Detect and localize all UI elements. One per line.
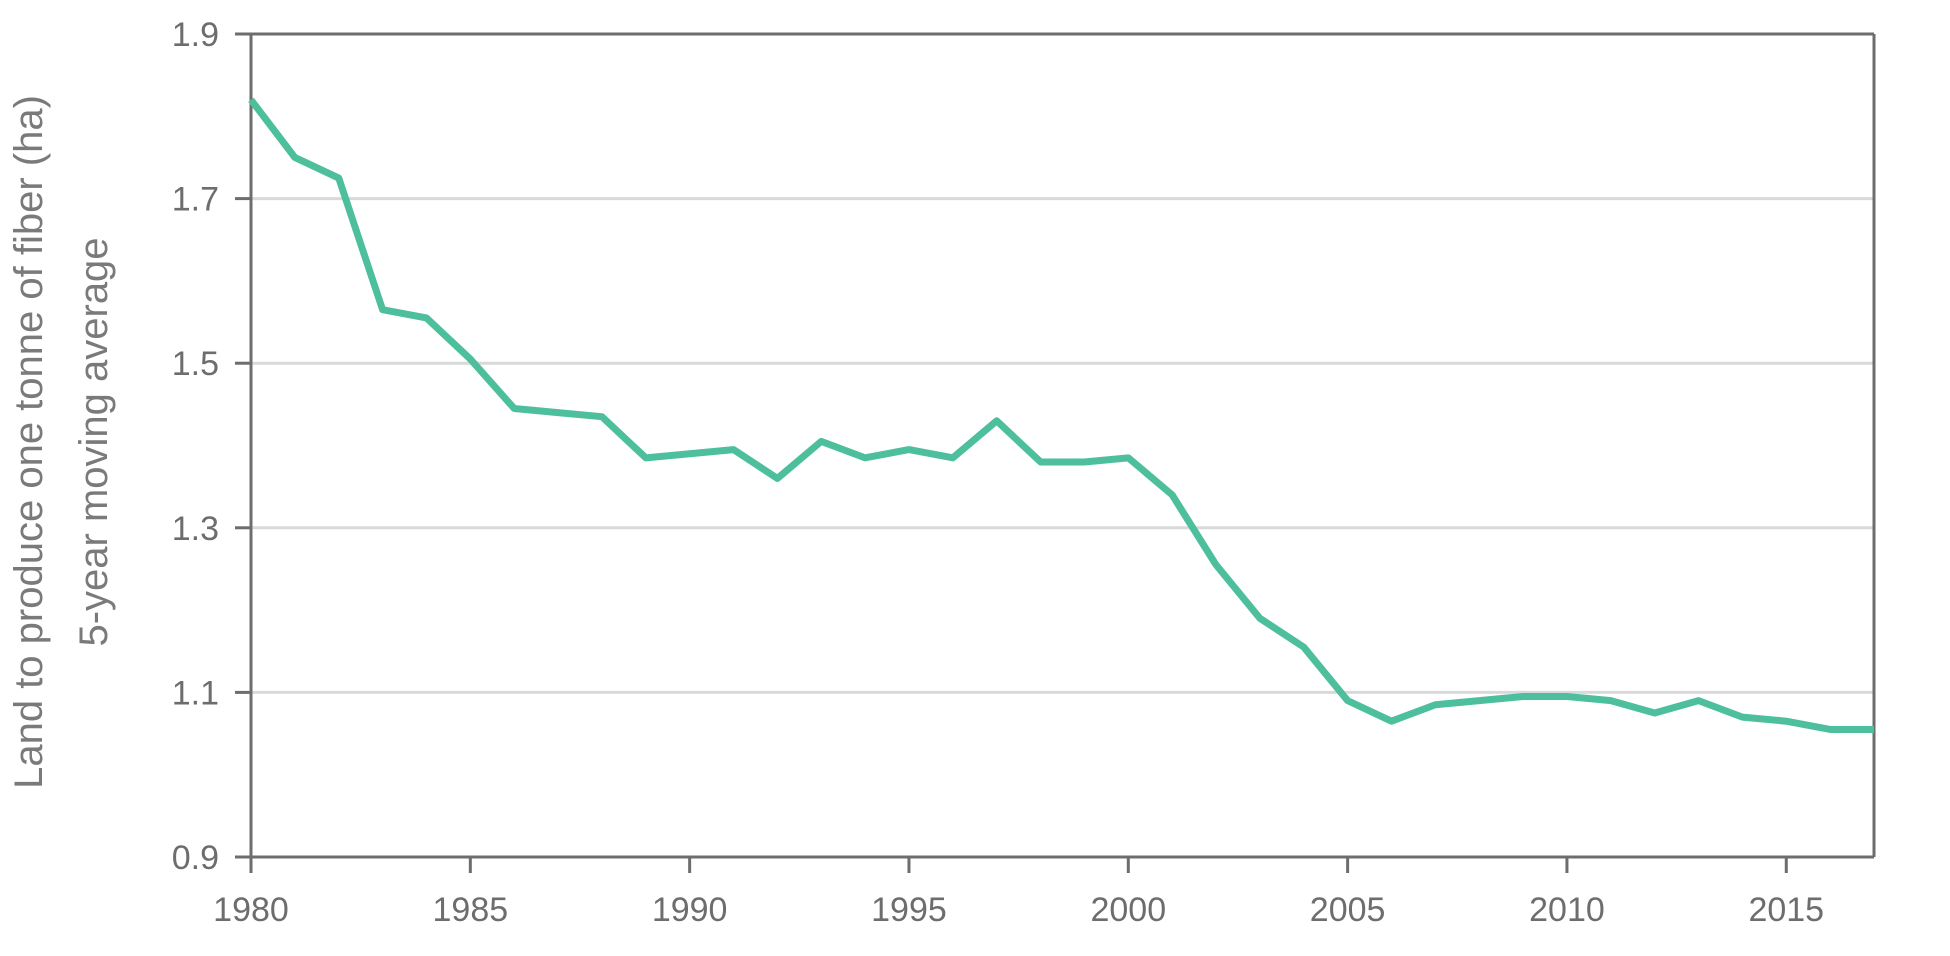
data-point-2012 — [1651, 709, 1658, 716]
x-tick-label-1980: 1980 — [213, 891, 289, 929]
data-point-1995 — [905, 446, 912, 453]
series-layer — [248, 96, 1878, 733]
data-point-1988 — [598, 413, 605, 420]
axes — [235, 32, 1876, 873]
x-tick-label-1995: 1995 — [871, 891, 947, 929]
data-point-1990 — [686, 450, 693, 457]
y-tick-label-1.1: 1.1 — [172, 674, 219, 712]
y-tick-label-1.7: 1.7 — [172, 181, 219, 219]
data-point-1998 — [1037, 458, 1044, 465]
data-point-2003 — [1256, 615, 1263, 622]
x-tick-label-2005: 2005 — [1310, 891, 1386, 929]
y-tick-label-1.5: 1.5 — [172, 345, 219, 383]
data-point-1982 — [335, 175, 342, 182]
data-point-2014 — [1739, 714, 1746, 721]
data-point-1993 — [818, 438, 825, 445]
data-point-2001 — [1169, 491, 1176, 498]
data-point-1989 — [642, 454, 649, 461]
data-point-2013 — [1695, 697, 1702, 704]
data-point-1999 — [1081, 458, 1088, 465]
data-point-1983 — [379, 306, 386, 313]
data-point-2000 — [1125, 454, 1132, 461]
data-point-1987 — [555, 409, 562, 416]
data-point-2009 — [1520, 693, 1527, 700]
data-point-1994 — [862, 454, 869, 461]
data-point-2005 — [1344, 697, 1351, 704]
data-point-2006 — [1388, 718, 1395, 725]
x-tick-label-1985: 1985 — [433, 891, 509, 929]
data-point-1992 — [774, 475, 781, 482]
y-tick-label-1.9: 1.9 — [172, 16, 219, 54]
data-point-1980 — [248, 96, 255, 103]
y-tick-label-1.3: 1.3 — [172, 510, 219, 548]
y-axis-title-line-2: 5-year moving average — [72, 237, 116, 646]
data-point-2007 — [1432, 701, 1439, 708]
y-tick-label-0.9: 0.9 — [172, 839, 219, 877]
data-point-1996 — [949, 454, 956, 461]
data-point-2015 — [1783, 718, 1790, 725]
data-point-2008 — [1476, 697, 1483, 704]
data-point-2016 — [1827, 726, 1834, 733]
x-tick-label-1990: 1990 — [652, 891, 728, 929]
series-line-0 — [248, 97, 1874, 733]
data-point-2002 — [1213, 561, 1220, 568]
data-point-1997 — [993, 417, 1000, 424]
data-point-2011 — [1607, 697, 1614, 704]
data-point-2010 — [1563, 693, 1570, 700]
x-tick-label-2000: 2000 — [1090, 891, 1166, 929]
data-point-2004 — [1300, 644, 1307, 651]
tick-labels: 0.9 1.1 1.3 1.5 1.7 1.9 1980 1985 1990 1995 2000 20… — [172, 16, 1824, 929]
data-point-1985 — [467, 356, 474, 363]
gridlines — [251, 32, 1874, 694]
y-axis-title-line-1: Land to produce one tonne of fiber (ha) — [7, 95, 51, 789]
data-point-1981 — [291, 154, 298, 161]
x-tick-label-2010: 2010 — [1529, 891, 1605, 929]
data-point-2017 — [1871, 726, 1878, 733]
data-point-1991 — [730, 446, 737, 453]
data-point-1984 — [423, 314, 430, 321]
data-point-1986 — [511, 405, 518, 412]
x-tick-label-2015: 2015 — [1748, 891, 1824, 929]
